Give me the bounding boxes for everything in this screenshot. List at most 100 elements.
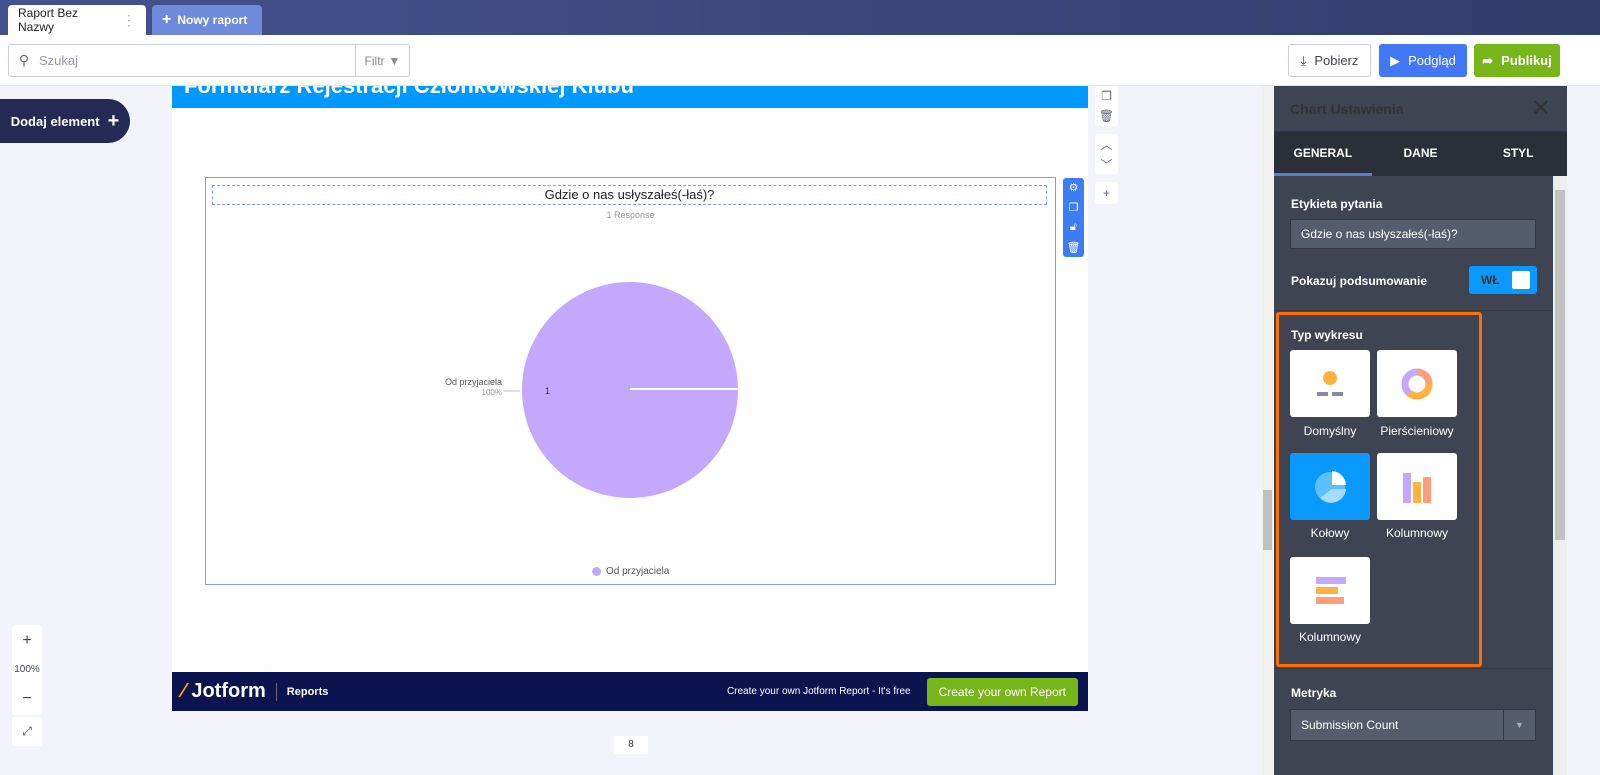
panel-header: Chart Ustawienia ✕ [1274, 86, 1567, 132]
chart-type-label: Kolumnowy [1385, 526, 1449, 540]
add-element-label: Dodaj element [10, 113, 100, 129]
close-icon[interactable]: ✕ [1530, 95, 1551, 122]
chevron-down-icon[interactable]: ▼ [1503, 710, 1535, 740]
copy-icon[interactable]: ❐ [1068, 202, 1079, 215]
metric-select[interactable]: Submission Count ▼ [1290, 709, 1536, 741]
chart-type-pie[interactable] [1290, 453, 1370, 520]
divider [1274, 668, 1553, 669]
summary-heading: Pokazuj podsumowanie [1291, 274, 1428, 288]
element-toolbar: ⚙ ❐ 🔓︎ 🗑︎ [1063, 178, 1084, 257]
page-tools: ❐ 🗑︎ [1095, 86, 1118, 126]
outer-margin [1567, 86, 1600, 775]
page-move: ︿ ﹀ [1095, 134, 1118, 174]
new-report-tab[interactable]: + Nowy raport [152, 5, 262, 35]
zoom-in-icon[interactable]: + [22, 632, 32, 650]
gear-icon[interactable]: ⚙ [1068, 182, 1079, 195]
search-input[interactable]: ⚲ Szukaj Filtr ▼ [8, 44, 410, 77]
zoom-out-icon[interactable]: − [22, 689, 32, 707]
chart-type-label: Pierścieniowy [1380, 424, 1454, 438]
divider [275, 682, 277, 701]
zoom-controls: + 100% − [12, 625, 42, 715]
chart-type-section [1276, 312, 1482, 667]
chevron-up-icon[interactable]: ︿ [1100, 137, 1113, 152]
chart-type-label: Kołowy [1310, 526, 1350, 540]
column-chart-icon [1403, 472, 1431, 503]
tab-dane[interactable]: DANE [1403, 146, 1438, 160]
brand-name: Jotform [191, 680, 266, 702]
question-label-heading: Etykieta pytania [1291, 197, 1383, 211]
toggle-label: WŁ [1481, 273, 1500, 287]
chart-type-label: Domyślny [1303, 424, 1357, 438]
preview-button[interactable]: ▶ Podgląd [1379, 44, 1467, 77]
chart-type-column[interactable] [1377, 453, 1457, 520]
product-name: Reports [286, 685, 329, 698]
canvas-scroll-thumb[interactable] [1263, 490, 1272, 550]
toggle-knob [1512, 271, 1530, 289]
pie-chart: Od przyjaciela 100% 1 [445, 282, 738, 498]
plus-icon: + [1102, 186, 1110, 200]
pie-chart-icon [1315, 470, 1346, 503]
default-chart-icon [1317, 370, 1343, 396]
play-icon: ▶ [1390, 52, 1401, 68]
tab-general[interactable]: GENERAL [1274, 132, 1372, 176]
summary-toggle[interactable]: WŁ [1469, 266, 1537, 294]
unlock-icon[interactable]: 🔓︎ [1069, 220, 1078, 233]
form-title: Formularz Rejestracji Członkowskiej Klub… [184, 86, 634, 99]
divider [1274, 310, 1553, 311]
bar-chart-icon [1316, 576, 1346, 604]
filter-button[interactable]: Filtr ▼ [355, 45, 409, 76]
chart-type-donut[interactable] [1377, 350, 1457, 417]
donut-chart-icon [1401, 368, 1433, 400]
question-label-value: Gdzie o nas usłyszałeś(-łaś)? [1301, 227, 1458, 241]
add-page-button[interactable]: + [1095, 182, 1118, 204]
chart-title[interactable]: Gdzie o nas usłyszałeś(-łaś)? [212, 185, 1047, 205]
slice-value: 1 [545, 386, 550, 396]
chart-type-label: Kolumnowy [1298, 630, 1362, 644]
question-label-input[interactable]: Gdzie o nas usłyszałeś(-łaś)? [1290, 219, 1536, 249]
publish-label: Publikuj [1501, 53, 1552, 68]
top-bar [0, 0, 1600, 35]
preview-label: Podgląd [1408, 53, 1456, 68]
chart-legend: Od przyjaciela [592, 566, 669, 577]
panel-scroll-thumb[interactable] [1555, 190, 1565, 540]
delete-page-icon[interactable]: 🗑︎ [1098, 109, 1115, 123]
cta-text: Create your own Jotform Report - It's fr… [726, 686, 911, 697]
search-icon: ⚲ [18, 52, 30, 68]
plus-icon: + [162, 11, 172, 28]
form-title-band: Formularz Rejestracji Członkowskiej Klub… [172, 86, 1088, 108]
tab-styl[interactable]: STYL [1502, 146, 1534, 160]
add-element-button[interactable]: Dodaj element + [0, 99, 130, 143]
chart-type-bar[interactable] [1290, 557, 1370, 624]
vertical-dots-icon[interactable]: ⋮ [122, 11, 136, 28]
copy-page-icon[interactable]: ❐ [1101, 89, 1112, 103]
chart-element[interactable] [205, 177, 1056, 585]
tab-label: Nowy raport [177, 13, 248, 27]
chart-type-heading: Typ wykresu [1291, 328, 1363, 342]
metric-value: Submission Count [1301, 718, 1399, 732]
fullscreen-icon[interactable]: ⤢ [12, 717, 42, 746]
chevron-down-icon[interactable]: ﹀ [1100, 157, 1113, 172]
create-report-button[interactable]: Create your own Report [926, 677, 1078, 706]
share-arrow-icon: ➦ [1482, 52, 1494, 68]
tab-raport-bez-nazwy[interactable]: Raport Bez Nazwy ⋮ [8, 5, 146, 35]
search-placeholder: Szukaj [39, 53, 79, 68]
jotform-logo: ⁄ Jotform [182, 680, 266, 702]
zoom-level: 100% [14, 664, 40, 676]
trash-icon[interactable]: 🗑︎ [1066, 241, 1081, 254]
legend-label: Od przyjaciela [606, 566, 670, 577]
funnel-icon: ▼ [388, 53, 401, 68]
filter-label: Filtr [364, 53, 385, 68]
page-number: 8 [614, 736, 648, 754]
download-button[interactable]: ⤓ Pobierz [1288, 44, 1371, 77]
canvas-scrollbar[interactable] [1262, 86, 1273, 775]
tab-label: Raport Bez Nazwy [18, 6, 79, 34]
panel-title: Chart Ustawienia [1290, 100, 1404, 117]
metric-heading: Metryka [1291, 686, 1337, 700]
panel-tabs: GENERAL DANE STYL [1274, 132, 1567, 176]
slice-percent: 100% [482, 388, 502, 397]
chart-type-default[interactable] [1290, 350, 1370, 417]
legend-swatch [592, 567, 601, 576]
publish-button[interactable]: ➦ Publikuj [1474, 44, 1560, 77]
download-label: Pobierz [1314, 53, 1359, 68]
slice-label: Od przyjaciela [445, 377, 502, 387]
